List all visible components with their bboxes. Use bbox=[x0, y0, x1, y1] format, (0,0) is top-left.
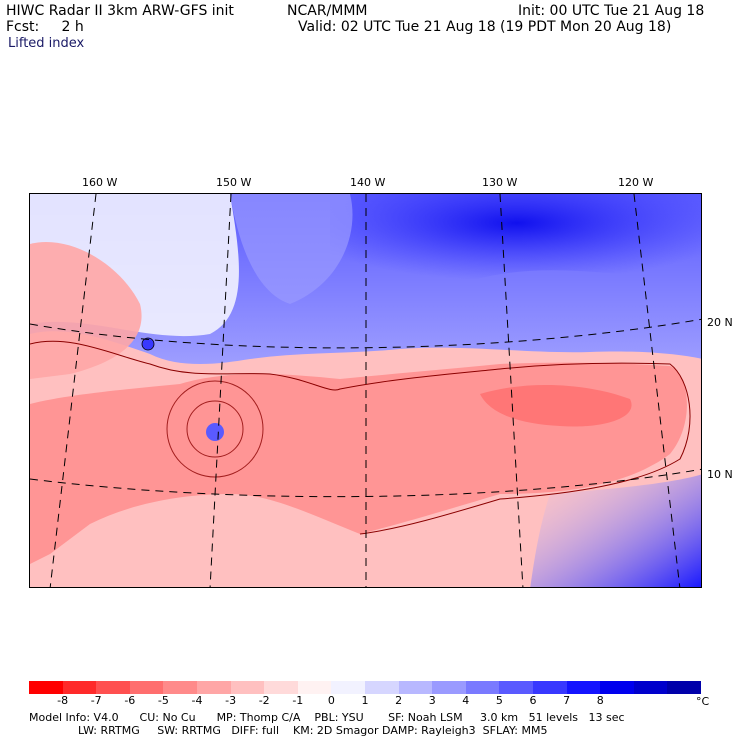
institution-label: NCAR/MMM bbox=[287, 3, 368, 19]
colorbar-swatch bbox=[633, 681, 668, 694]
colorbar-swatch bbox=[667, 681, 701, 694]
colorbar-tick-label: 1 bbox=[361, 694, 369, 707]
colorbar-swatch bbox=[532, 681, 567, 694]
unstable-pocket-east bbox=[480, 384, 632, 427]
model-title: HIWC Radar II 3km ARW-GFS init bbox=[6, 3, 234, 19]
lat-label-10n: 10 N bbox=[707, 468, 733, 481]
colorbar-tick-label: -2 bbox=[258, 694, 270, 707]
blue-patch-top-center bbox=[230, 194, 353, 304]
colorbar-tick-label: -5 bbox=[157, 694, 169, 707]
lon-label-140w: 140 W bbox=[350, 176, 386, 189]
model-info-line2: LW: RRTMG SW: RRTMG DIFF: full KM: 2D Sm… bbox=[29, 724, 548, 737]
colorbar-tick-label: -7 bbox=[90, 694, 102, 707]
lon-label-120w: 120 W bbox=[618, 176, 654, 189]
contour-zero-line bbox=[30, 340, 691, 535]
colorbar-swatch bbox=[566, 681, 601, 694]
meridian-130w bbox=[499, 194, 524, 587]
colorbar-swatch bbox=[196, 681, 231, 694]
graticule bbox=[30, 194, 701, 587]
colorbar-swatch bbox=[230, 681, 265, 694]
colorbar-tick-label: 4 bbox=[462, 694, 470, 707]
colorbar-swatch bbox=[297, 681, 332, 694]
colorbar-swatch bbox=[364, 681, 399, 694]
lon-label-160w: 160 W bbox=[82, 176, 118, 189]
colorbar-tick-label: 2 bbox=[395, 694, 403, 707]
colorbar-tick-label: -4 bbox=[191, 694, 203, 707]
colorbar-tick-label: 3 bbox=[428, 694, 436, 707]
stable-southeast bbox=[530, 474, 701, 587]
colorbar-swatch bbox=[432, 681, 466, 694]
lon-label-150w: 150 W bbox=[216, 176, 252, 189]
colorbar-swatch bbox=[264, 681, 298, 694]
lifted-index-map bbox=[29, 193, 702, 588]
unstable-west bbox=[30, 242, 142, 379]
colorbar-unit: °C bbox=[696, 695, 710, 708]
parallel-20n bbox=[30, 318, 701, 349]
colorbar-tick-label: 0 bbox=[327, 694, 335, 707]
meridian-150w bbox=[209, 194, 232, 587]
lon-label-130w: 130 W bbox=[482, 176, 518, 189]
colorbar-tick-label: 7 bbox=[563, 694, 571, 707]
colorbar-swatch bbox=[600, 681, 634, 694]
colorbar-swatch bbox=[62, 681, 97, 694]
colorbar-tick-label: -1 bbox=[292, 694, 304, 707]
lifted-index-colorbar bbox=[29, 681, 701, 694]
valid-time: Valid: 02 UTC Tue 21 Aug 18 (19 PDT Mon … bbox=[298, 19, 672, 35]
colorbar-swatch bbox=[331, 681, 365, 694]
forecast-hour: Fcst: 2 h bbox=[6, 19, 84, 35]
colorbar-swatch bbox=[398, 681, 433, 694]
colorbar-swatch bbox=[465, 681, 500, 694]
cyclone-ring-inner bbox=[186, 400, 244, 458]
colorbar-tick-label: 8 bbox=[596, 694, 604, 707]
colorbar-swatch bbox=[499, 681, 533, 694]
meridian-120w bbox=[633, 194, 681, 587]
colorbar-swatch bbox=[96, 681, 130, 694]
field-name: Lifted index bbox=[8, 36, 85, 51]
hawaii-island bbox=[141, 337, 155, 351]
colorbar-swatch bbox=[163, 681, 197, 694]
cyclone-eye bbox=[206, 423, 224, 441]
colorbar-tick-label: -6 bbox=[124, 694, 136, 707]
deep-blue-band bbox=[330, 194, 701, 291]
map-field-graphic bbox=[30, 194, 701, 587]
colorbar-tick-label: 6 bbox=[529, 694, 537, 707]
parallel-10n bbox=[30, 468, 701, 498]
init-time: Init: 00 UTC Tue 21 Aug 18 bbox=[518, 3, 705, 19]
colorbar-swatch bbox=[129, 681, 164, 694]
cyclone-ring-outer bbox=[166, 380, 264, 478]
colorbar-tick-label: 5 bbox=[495, 694, 503, 707]
lat-label-20n: 20 N bbox=[707, 316, 733, 329]
colorbar-swatch bbox=[29, 681, 63, 694]
colorbar-tick-label: -3 bbox=[225, 694, 237, 707]
colorbar-tick-label: -8 bbox=[57, 694, 69, 707]
cyclone-swirl bbox=[166, 380, 264, 478]
model-info-line1: Model Info: V4.0 CU: No Cu MP: Thomp C/A… bbox=[29, 711, 625, 724]
meridian-160w bbox=[49, 194, 97, 587]
